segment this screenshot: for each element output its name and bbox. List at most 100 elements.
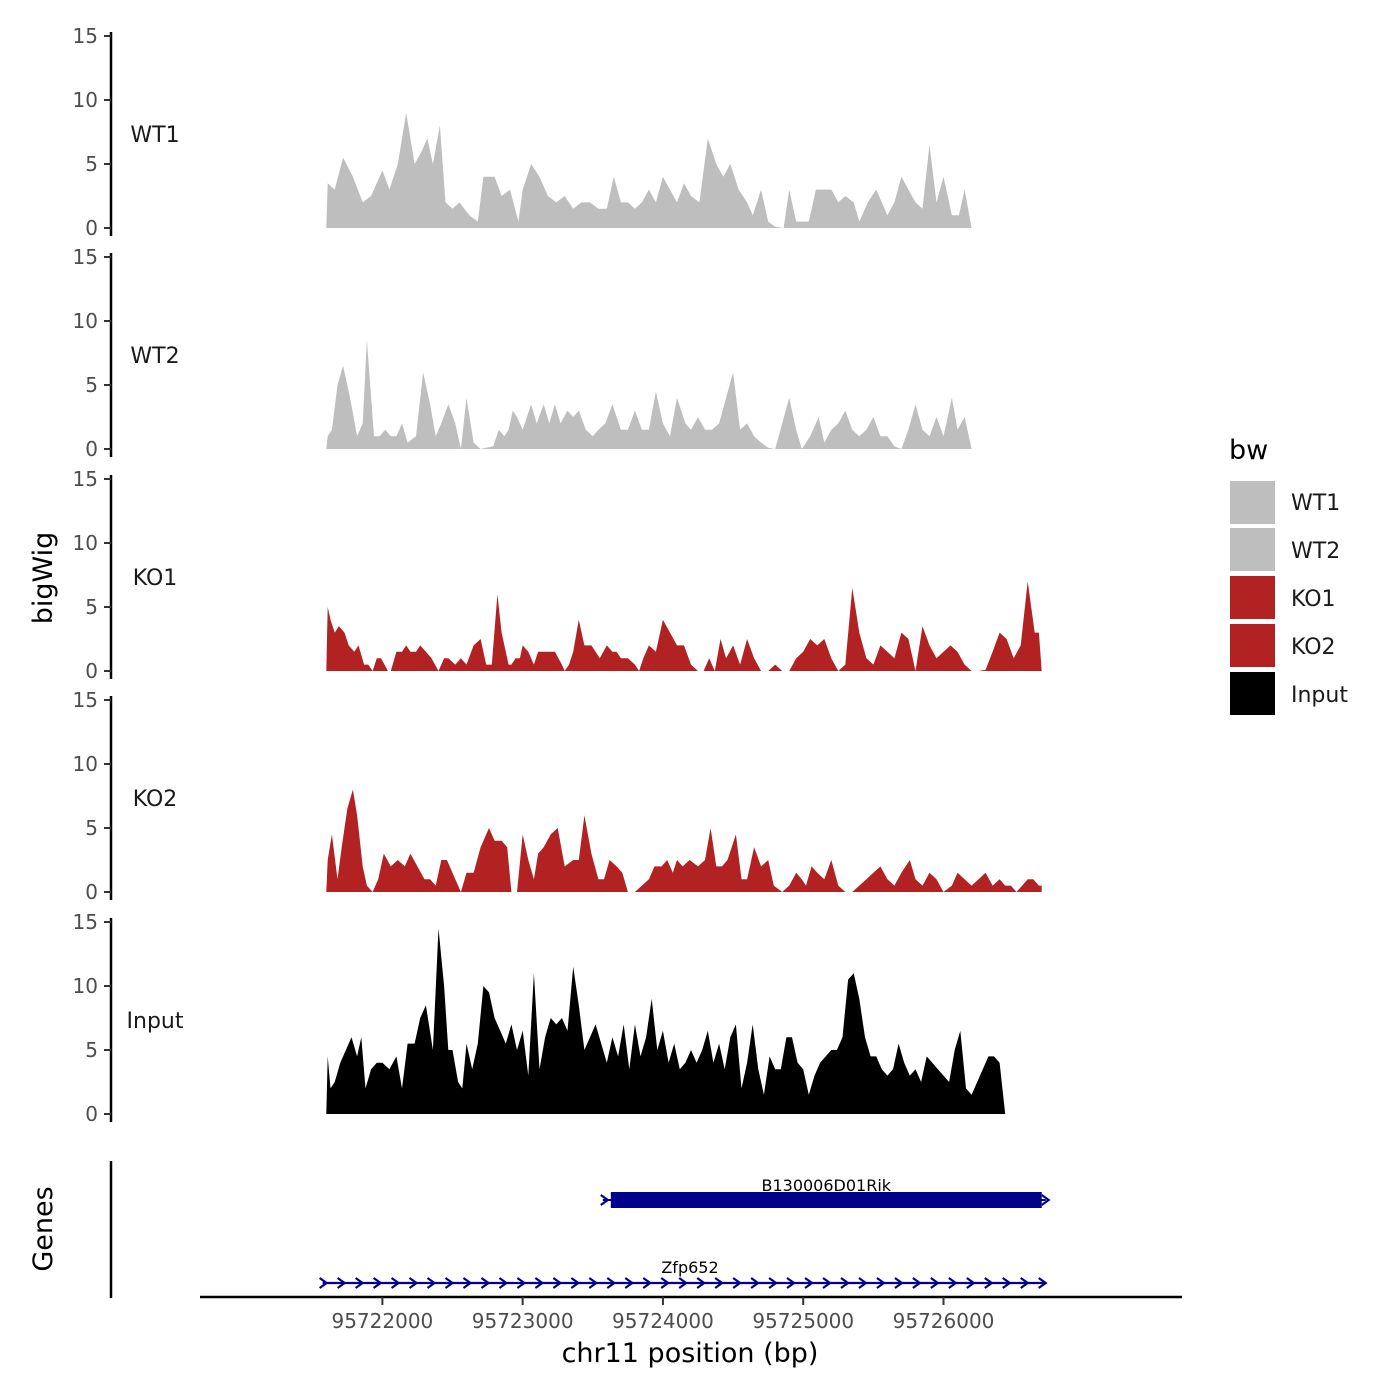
y-tick-label: 5 xyxy=(85,595,98,619)
strand-arrow-icon xyxy=(1038,1277,1048,1289)
strand-arrow-icon xyxy=(480,1277,491,1289)
x-tick-label: 95724000 xyxy=(612,1309,714,1333)
gene-label-zfp652: Zfp652 xyxy=(661,1258,718,1277)
legend-key-wt1 xyxy=(1230,481,1275,524)
legend-label-wt1: WT1 xyxy=(1291,491,1340,516)
strand-arrow-icon xyxy=(894,1277,904,1289)
y-tick-label: 15 xyxy=(73,467,98,491)
strand-arrow-icon xyxy=(948,1277,958,1289)
y-tick-label: 15 xyxy=(73,24,98,48)
strand-arrow-icon xyxy=(786,1277,796,1289)
strand-arrow-icon xyxy=(516,1277,527,1289)
strand-arrow-icon xyxy=(1020,1277,1030,1289)
y-axes: 0 5 10 15 0 5 10 15 0 5 10 15 0 5 10 15 0 5 10 15 xyxy=(73,24,113,1126)
y-tick-label: 10 xyxy=(73,974,98,998)
y-tick-label: 10 xyxy=(73,531,98,555)
legend-label-wt2: WT2 xyxy=(1291,539,1340,564)
strand-arrow-icon xyxy=(696,1277,707,1289)
strand-arrow-icon xyxy=(660,1277,671,1289)
legend-key-ko1 xyxy=(1230,576,1275,619)
gene-b130006d01rik-arrows xyxy=(600,1194,1051,1206)
x-tick-label: 95723000 xyxy=(472,1309,574,1333)
track-areas xyxy=(326,112,1042,1114)
y-tick-label: 10 xyxy=(73,309,98,333)
x-tick-label: 95722000 xyxy=(331,1309,433,1333)
y-tick-label: 0 xyxy=(85,437,98,461)
strand-arrow-icon xyxy=(444,1277,455,1289)
strand-arrow-icon xyxy=(642,1277,653,1289)
track-label-wt1: WT1 xyxy=(130,123,179,148)
strand-arrow-icon xyxy=(1041,1194,1051,1206)
x-axis-title: chr11 position (bp) xyxy=(562,1338,819,1369)
strand-arrow-icon xyxy=(354,1277,365,1289)
strand-arrow-icon xyxy=(768,1277,778,1289)
coverage-area-ko2 xyxy=(326,789,1042,892)
strand-arrow-icon xyxy=(390,1277,401,1289)
strand-arrow-icon xyxy=(462,1277,473,1289)
legend-title: bw xyxy=(1229,435,1268,466)
strand-arrow-icon xyxy=(624,1277,635,1289)
legend: bw WT1 WT2 KO1 KO2 Input xyxy=(1229,435,1348,715)
y-tick-label: 10 xyxy=(73,752,98,776)
strand-arrow-icon xyxy=(822,1277,832,1289)
legend-label-ko2: KO2 xyxy=(1291,635,1336,660)
x-axis-ticks: 95722000 95723000 95724000 95725000 9572… xyxy=(331,1297,994,1333)
y-tick-label: 10 xyxy=(73,88,98,112)
gene-b130006d01rik-body xyxy=(610,1192,1042,1208)
legend-label-ko1: KO1 xyxy=(1291,587,1336,612)
y-tick-label: 15 xyxy=(73,245,98,269)
strand-arrow-icon xyxy=(876,1277,886,1289)
strand-arrow-icon xyxy=(600,1194,610,1206)
strand-arrow-icon xyxy=(984,1277,994,1289)
strand-arrow-icon xyxy=(1002,1277,1012,1289)
strand-arrow-icon xyxy=(408,1277,419,1289)
y-tick-label: 0 xyxy=(85,216,98,240)
y-tick-label: 5 xyxy=(85,152,98,176)
x-tick-label: 95725000 xyxy=(752,1309,854,1333)
y-tick-label: 0 xyxy=(85,659,98,683)
y-tick-label: 15 xyxy=(73,688,98,712)
gene-zfp652-arrows xyxy=(319,1277,1048,1289)
legend-key-wt2 xyxy=(1230,528,1275,571)
strand-arrow-icon xyxy=(966,1277,976,1289)
track-label-wt2: WT2 xyxy=(130,344,179,369)
coverage-area-wt2 xyxy=(326,340,1042,449)
y-tick-label: 5 xyxy=(85,816,98,840)
strand-arrow-icon xyxy=(588,1277,599,1289)
legend-label-input: Input xyxy=(1291,683,1348,708)
y-tick-label: 0 xyxy=(85,1102,98,1126)
strand-arrow-icon xyxy=(732,1277,743,1289)
y-axis-title: bigWig xyxy=(28,532,59,625)
strand-arrow-icon xyxy=(858,1277,868,1289)
strand-arrow-icon xyxy=(750,1277,760,1289)
track-label-ko1: KO1 xyxy=(133,566,178,591)
strand-arrow-icon xyxy=(319,1277,329,1289)
x-tick-label: 95726000 xyxy=(893,1309,995,1333)
strand-arrow-icon xyxy=(930,1277,940,1289)
strand-arrow-icon xyxy=(426,1277,437,1289)
strand-arrow-icon xyxy=(606,1277,617,1289)
coverage-area-wt1 xyxy=(326,112,986,228)
track-label-ko2: KO2 xyxy=(133,787,178,812)
strand-arrow-icon xyxy=(552,1277,563,1289)
coverage-area-input xyxy=(326,928,1042,1114)
strand-arrow-icon xyxy=(498,1277,509,1289)
strand-arrow-icon xyxy=(372,1277,383,1289)
legend-key-ko2 xyxy=(1230,624,1275,667)
coverage-area-ko1 xyxy=(326,581,1042,671)
genes-group: B130006D01Rik Zfp652 xyxy=(319,1176,1051,1289)
strand-arrow-icon xyxy=(714,1277,725,1289)
legend-key-input xyxy=(1230,672,1275,715)
y-tick-label: 5 xyxy=(85,1038,98,1062)
strand-arrow-icon xyxy=(336,1277,347,1289)
y-tick-label: 5 xyxy=(85,373,98,397)
track-label-input: Input xyxy=(127,1009,184,1034)
strand-arrow-icon xyxy=(678,1277,689,1289)
strand-arrow-icon xyxy=(912,1277,922,1289)
y-tick-label: 15 xyxy=(73,910,98,934)
strand-arrow-icon xyxy=(840,1277,850,1289)
strand-arrow-icon xyxy=(534,1277,545,1289)
gene-label-b130006d01rik: B130006D01Rik xyxy=(761,1176,891,1195)
